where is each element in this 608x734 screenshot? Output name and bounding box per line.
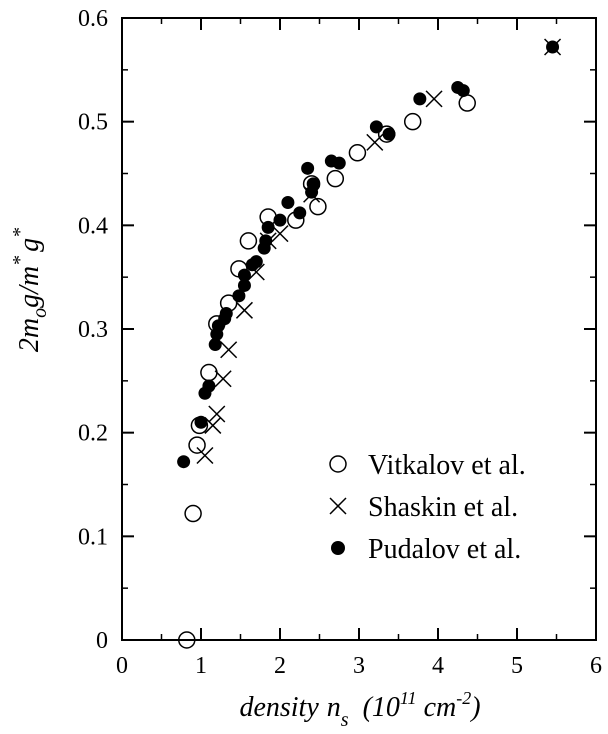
point-filled-circle <box>261 220 275 234</box>
point-filled-circle <box>194 415 208 429</box>
x-tick-label: 5 <box>511 653 523 679</box>
legend-label-vitkalov: Vitkalov et al. <box>368 450 526 481</box>
point-filled-circle <box>237 278 251 292</box>
point-cross <box>214 370 232 388</box>
point-filled-circle <box>301 161 315 175</box>
point-filled-circle <box>382 127 396 141</box>
point-filled-circle <box>273 213 287 227</box>
y-tick-label: 0.3 <box>78 317 108 343</box>
point-cross <box>196 446 214 465</box>
legend-marker-cross <box>329 497 347 515</box>
point-open-circle <box>403 112 422 131</box>
x-axis-label: density ns (1011 cm-2) <box>239 688 480 731</box>
point-open-circle <box>188 436 206 454</box>
point-cross <box>204 416 222 434</box>
point-cross <box>208 405 226 423</box>
point-open-circle <box>326 169 345 188</box>
point-open-circle <box>348 144 367 162</box>
point-filled-circle <box>413 92 427 106</box>
point-open-circle <box>184 504 202 523</box>
y-tick-label: 0.5 <box>78 110 108 136</box>
y-tick-label: 0.2 <box>78 421 108 447</box>
point-filled-circle <box>281 196 295 210</box>
point-open-circle <box>178 631 196 649</box>
point-filled-circle <box>237 268 251 282</box>
legend-marker-filled-circle <box>331 541 345 555</box>
point-filled-circle <box>332 156 346 170</box>
y-tick-label: 0.1 <box>78 524 108 550</box>
point-cross <box>271 225 289 243</box>
point-open-circle <box>458 94 476 112</box>
point-filled-circle <box>369 120 383 134</box>
tick-labels: 0 1 2 3 4 5 6 0 0.1 0.2 0.3 0.4 0.5 0.6 <box>78 6 602 679</box>
point-open-circle <box>239 232 258 250</box>
x-tick-label: 6 <box>590 653 602 679</box>
point-cross <box>220 341 238 359</box>
point-filled-circle <box>219 306 233 320</box>
point-filled-circle <box>177 455 191 469</box>
point-open-circle <box>309 197 327 216</box>
point-filled-circle <box>546 40 560 54</box>
point-filled-circle <box>306 177 320 191</box>
y-axis-label: 2mog/m*g* <box>9 228 51 352</box>
ticks <box>121 17 597 641</box>
point-cross <box>366 133 384 151</box>
x-tick-label: 3 <box>353 653 365 679</box>
point-cross <box>235 301 253 319</box>
legend-label-pudalov: Pudalov et al. <box>368 534 521 565</box>
point-filled-circle <box>208 338 222 352</box>
point-filled-circle <box>232 289 246 303</box>
point-filled-circle <box>202 379 216 393</box>
x-tick-label: 1 <box>195 653 207 679</box>
data-points <box>177 38 562 649</box>
point-filled-circle <box>259 234 273 248</box>
x-tick-label: 4 <box>432 653 444 679</box>
point-cross <box>425 90 443 108</box>
legend-marker-open-circle <box>329 455 347 473</box>
y-tick-label: 0.6 <box>78 6 108 32</box>
point-filled-circle <box>456 84 470 98</box>
point-filled-circle <box>293 206 307 220</box>
y-tick-label: 0.4 <box>78 213 108 239</box>
legend-label-shaskin: Shaskin et al. <box>368 492 518 523</box>
point-filled-circle <box>249 255 263 269</box>
plot-frame <box>121 17 597 641</box>
x-tick-label: 0 <box>116 653 128 679</box>
legend: Vitkalov et al. Shaskin et al. Pudalov e… <box>329 450 526 565</box>
x-tick-label: 2 <box>274 653 286 679</box>
point-open-circle <box>200 363 218 382</box>
y-tick-label: 0 <box>96 628 108 654</box>
